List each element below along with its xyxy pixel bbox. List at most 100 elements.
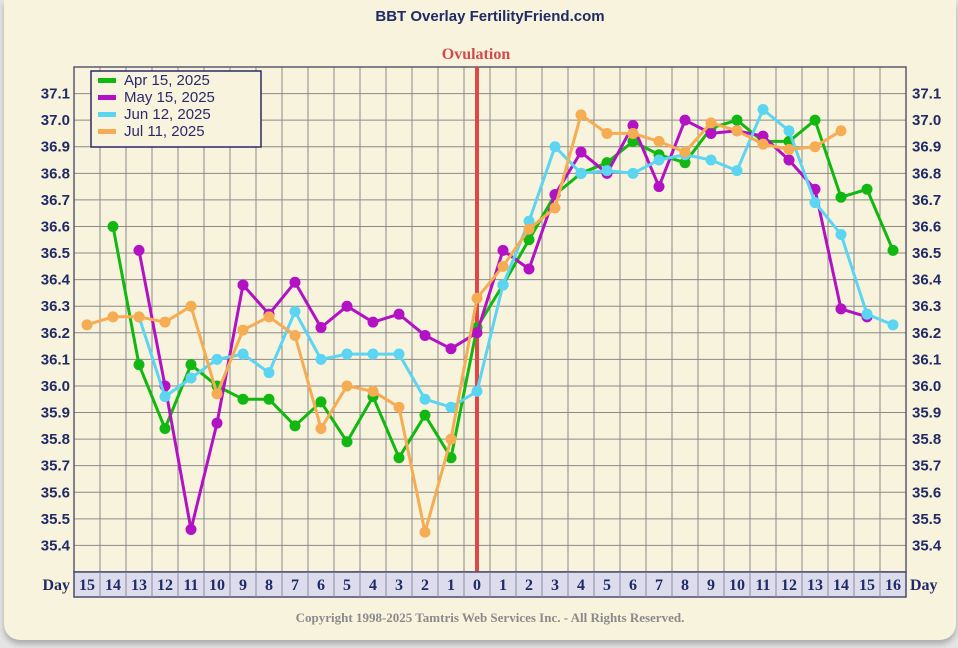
data-point (289, 276, 301, 288)
data-point (809, 114, 821, 126)
y-tick-label-right: 36.8 (912, 165, 941, 182)
ovulation-label: Ovulation (442, 46, 511, 63)
data-point (705, 154, 717, 166)
y-tick-label-left: 36.2 (41, 325, 70, 342)
day-label: 4 (369, 577, 377, 594)
data-point (887, 244, 899, 256)
day-label: 8 (681, 577, 689, 594)
data-point (237, 393, 249, 405)
data-point (419, 409, 431, 421)
data-point (601, 127, 613, 139)
data-point (289, 306, 301, 318)
y-tick-label-left: 36.1 (41, 351, 70, 368)
y-tick-label-right: 37.1 (912, 86, 941, 103)
data-point (211, 353, 223, 365)
y-tick-label-right: 36.6 (912, 218, 941, 235)
data-point (497, 244, 509, 256)
series-2 (133, 114, 873, 535)
y-tick-label-right: 35.7 (912, 458, 941, 475)
y-tick-label-right: 36.5 (912, 245, 941, 262)
data-point (783, 143, 795, 155)
data-point (679, 146, 691, 158)
y-tick-label-left: 36.9 (41, 139, 70, 156)
day-label: 11 (755, 577, 770, 594)
legend-box (90, 70, 262, 148)
y-tick-label-right: 36.4 (912, 272, 942, 289)
day-label: 12 (157, 577, 173, 594)
data-point (315, 353, 327, 365)
day-label: 5 (343, 577, 351, 594)
y-tick-label-right: 35.5 (912, 511, 941, 528)
y-tick-label-left: 35.4 (41, 537, 71, 554)
data-point (731, 114, 743, 126)
y-tick-label-left: 36.7 (41, 192, 70, 209)
data-point (393, 401, 405, 413)
day-label: 11 (183, 577, 198, 594)
day-label: 2 (525, 577, 533, 594)
data-point (133, 311, 145, 323)
day-label: 2 (421, 577, 429, 594)
data-point (315, 321, 327, 333)
data-point (471, 385, 483, 397)
y-tick-label-left: 36.8 (41, 165, 70, 182)
data-point (549, 141, 561, 153)
y-tick-label-left: 36.5 (41, 245, 70, 262)
day-label: 5 (603, 577, 611, 594)
day-label: 7 (291, 577, 299, 594)
data-point (289, 420, 301, 432)
y-tick-label-left: 35.7 (41, 458, 70, 475)
data-point (835, 303, 847, 315)
y-tick-label-right: 36.0 (912, 378, 941, 395)
data-point (679, 114, 691, 126)
data-point (159, 391, 171, 403)
day-label: 6 (317, 577, 325, 594)
y-tick-label-left: 36.4 (41, 272, 71, 289)
day-axis-label-left: Day (42, 577, 70, 594)
y-tick-label-right: 35.8 (912, 431, 941, 448)
day-label: 3 (551, 577, 559, 594)
legend-swatch (98, 112, 116, 117)
data-point (185, 359, 197, 371)
data-point (497, 279, 509, 291)
day-label: 0 (473, 577, 481, 594)
data-point (419, 329, 431, 341)
data-point (263, 393, 275, 405)
data-point (263, 311, 275, 323)
day-label: 15 (79, 577, 95, 594)
data-point (523, 234, 535, 246)
data-point (341, 348, 353, 360)
data-point (523, 263, 535, 275)
data-point (861, 183, 873, 195)
legend-label: May 15, 2025 (124, 89, 215, 106)
data-point (601, 165, 613, 177)
series-4 (81, 109, 847, 538)
data-point (185, 372, 197, 384)
day-label: 1 (499, 577, 507, 594)
y-tick-label-right: 36.7 (912, 192, 941, 209)
y-tick-label-right: 36.3 (912, 298, 941, 315)
day-label: 9 (707, 577, 715, 594)
data-point (497, 260, 509, 272)
data-point (731, 165, 743, 177)
data-point (237, 324, 249, 336)
data-point (549, 202, 561, 214)
data-point (653, 135, 665, 147)
data-point (445, 401, 457, 413)
legend-label: Jul 11, 2025 (124, 123, 205, 140)
series-3 (133, 104, 899, 413)
legend-label: Apr 15, 2025 (124, 72, 210, 89)
data-point (159, 316, 171, 328)
data-point (757, 104, 769, 116)
data-point (705, 127, 717, 139)
day-label: 10 (729, 577, 745, 594)
y-tick-label-left: 35.9 (41, 405, 70, 422)
day-label: 13 (807, 577, 823, 594)
data-point (419, 393, 431, 405)
y-tick-label-right: 36.9 (912, 139, 941, 156)
data-point (471, 292, 483, 304)
data-point (575, 167, 587, 179)
data-point (341, 436, 353, 448)
data-point (393, 348, 405, 360)
data-point (861, 308, 873, 320)
y-tick-label-left: 35.8 (41, 431, 70, 448)
